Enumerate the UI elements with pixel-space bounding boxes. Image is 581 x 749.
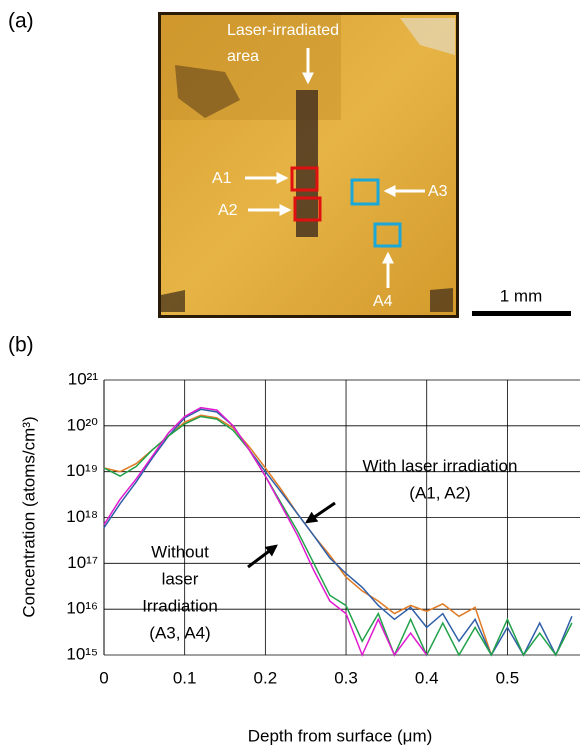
y-tick-label: 10¹⁶: [66, 599, 98, 618]
annotation: (A3, A4): [149, 623, 210, 642]
x-tick-label: 0.4: [415, 668, 439, 687]
x-tick-label: 0: [99, 668, 108, 687]
annotation: Irradiation: [142, 596, 218, 615]
x-tick-label: 0.2: [254, 668, 278, 687]
annotation-arrow: [305, 501, 336, 524]
series-line: [103, 406, 428, 657]
area-label: Laser-irradiated: [227, 22, 339, 39]
scale-bar-label: 1 mm: [500, 286, 543, 305]
annotation: Without: [151, 542, 209, 561]
y-tick-label: 10¹⁸: [66, 507, 98, 526]
marker-label: A1: [212, 170, 232, 187]
panel-label: (a): [8, 10, 34, 33]
y-tick-label: 10¹⁵: [66, 644, 98, 663]
marker-label: A4: [373, 293, 393, 310]
scale-bar: [472, 311, 571, 316]
series-line: [103, 415, 573, 657]
panel-label: (b): [8, 334, 34, 357]
series-line: [103, 408, 573, 657]
y-tick-label: 10²⁰: [67, 415, 99, 434]
y-axis-title: Concentration (atoms/cm³): [19, 416, 38, 617]
annotation: laser: [162, 569, 199, 588]
y-tick-label: 10¹⁹: [66, 461, 98, 480]
x-tick-label: 0.5: [496, 668, 520, 687]
x-axis-title: Depth from surface (μm): [248, 726, 433, 745]
annotation: (A1, A2): [409, 483, 470, 502]
x-tick-label: 0.1: [173, 668, 197, 687]
x-tick-label: 0.3: [334, 668, 358, 687]
annotation-arrow: [247, 544, 278, 569]
annotation: With laser irradiation: [363, 456, 518, 475]
y-tick-label: 10¹⁷: [67, 553, 98, 572]
marker-label: A2: [218, 202, 238, 219]
area-label: area: [227, 48, 259, 65]
y-tick-label: 10²¹: [68, 369, 99, 388]
marker-label: A3: [428, 183, 448, 200]
micrograph-body: [158, 12, 459, 318]
